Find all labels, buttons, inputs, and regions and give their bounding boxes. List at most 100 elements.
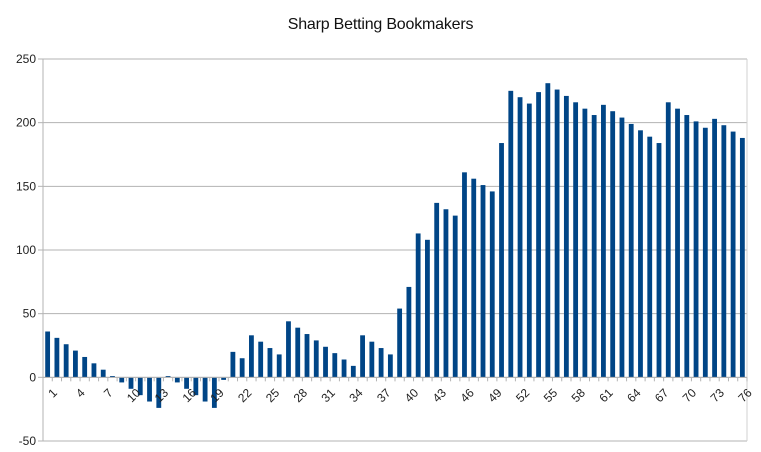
bar (712, 118, 717, 378)
bar (202, 377, 208, 402)
bar (82, 356, 88, 378)
bar (489, 191, 495, 378)
bar (258, 341, 264, 378)
bar (128, 377, 134, 389)
bar (610, 111, 616, 378)
bar (443, 209, 449, 378)
y-tick-label: 0 (29, 370, 36, 384)
bar (360, 335, 365, 378)
bar (286, 321, 291, 378)
x-tick-label: 73 (708, 386, 728, 406)
bar (647, 136, 653, 378)
bar (739, 137, 745, 378)
bar (730, 131, 736, 378)
x-tick-label: 4 (73, 386, 88, 401)
bar (230, 351, 236, 378)
bar (91, 363, 97, 378)
x-tick-label: 31 (319, 386, 339, 406)
bar (304, 334, 310, 378)
bar (119, 377, 125, 383)
bar (628, 123, 634, 378)
bar (110, 376, 115, 378)
x-tick-label: 67 (652, 386, 672, 406)
x-tick-label: 64 (624, 386, 644, 406)
bar (591, 115, 597, 378)
bar (350, 365, 356, 378)
bar (545, 83, 551, 378)
bar (406, 286, 412, 378)
bar (665, 102, 671, 378)
x-tick-label: 43 (430, 386, 450, 406)
x-tick-label: 61 (596, 386, 616, 406)
bar (165, 376, 171, 378)
x-tick-label: 13 (152, 386, 172, 406)
bar (554, 89, 560, 378)
bar (341, 359, 347, 378)
bar (721, 125, 727, 378)
x-tick-label: 34 (346, 386, 366, 406)
bar (323, 346, 328, 378)
x-tick-label: 37 (374, 386, 394, 406)
bar (573, 102, 579, 378)
bar (387, 354, 393, 378)
x-tick-label: 19 (207, 386, 227, 406)
bar (332, 353, 338, 378)
bar (693, 121, 699, 378)
bar (480, 185, 486, 378)
bar (536, 92, 541, 378)
x-tick-label: 40 (402, 386, 422, 406)
x-tick-label: 28 (291, 386, 311, 406)
y-axis-labels: -50 0 50 100 150 200 250 (16, 52, 36, 448)
bar (174, 377, 180, 383)
bar (184, 377, 189, 389)
y-tick-label: 100 (16, 243, 36, 257)
bar (471, 178, 477, 378)
bar (397, 308, 403, 378)
x-tick-label: 52 (513, 386, 533, 406)
x-tick-label: 70 (680, 386, 700, 406)
bar (193, 377, 199, 396)
bar (582, 108, 588, 378)
bar (563, 95, 569, 378)
x-tick-label: 49 (485, 386, 505, 406)
bar (211, 377, 217, 408)
bar (619, 117, 625, 378)
bar (415, 233, 421, 378)
x-tick-label: 25 (263, 386, 283, 406)
bar (100, 369, 106, 378)
bar (702, 127, 708, 378)
bar (526, 103, 532, 378)
bar (517, 97, 523, 378)
chart-title: Sharp Betting Bookmakers (287, 16, 474, 33)
y-tick-label: 200 (16, 116, 36, 130)
bar (452, 215, 458, 378)
bar (276, 354, 282, 378)
x-tick-label: 22 (235, 386, 255, 406)
bar (434, 202, 440, 378)
bar (156, 377, 162, 408)
bar (295, 327, 301, 378)
bar (45, 331, 51, 378)
x-tick-label: 7 (101, 386, 116, 401)
bar (508, 90, 514, 378)
x-tick-label: 55 (541, 386, 561, 406)
bar (63, 344, 69, 378)
bar (638, 130, 643, 378)
x-tick-label: 76 (735, 386, 755, 406)
x-tick-label: 58 (569, 386, 589, 406)
bar (313, 340, 319, 378)
bar (656, 143, 662, 378)
bar (73, 350, 78, 378)
bar (239, 358, 245, 378)
bar (425, 239, 430, 378)
bar (462, 172, 467, 378)
y-tick-label: 50 (23, 307, 37, 321)
bar (601, 104, 606, 378)
bar (137, 377, 143, 396)
y-tick-label: 150 (16, 179, 36, 193)
bar (221, 377, 227, 380)
bar (249, 335, 254, 378)
bar (147, 377, 152, 402)
y-tick-label: -50 (19, 434, 37, 448)
